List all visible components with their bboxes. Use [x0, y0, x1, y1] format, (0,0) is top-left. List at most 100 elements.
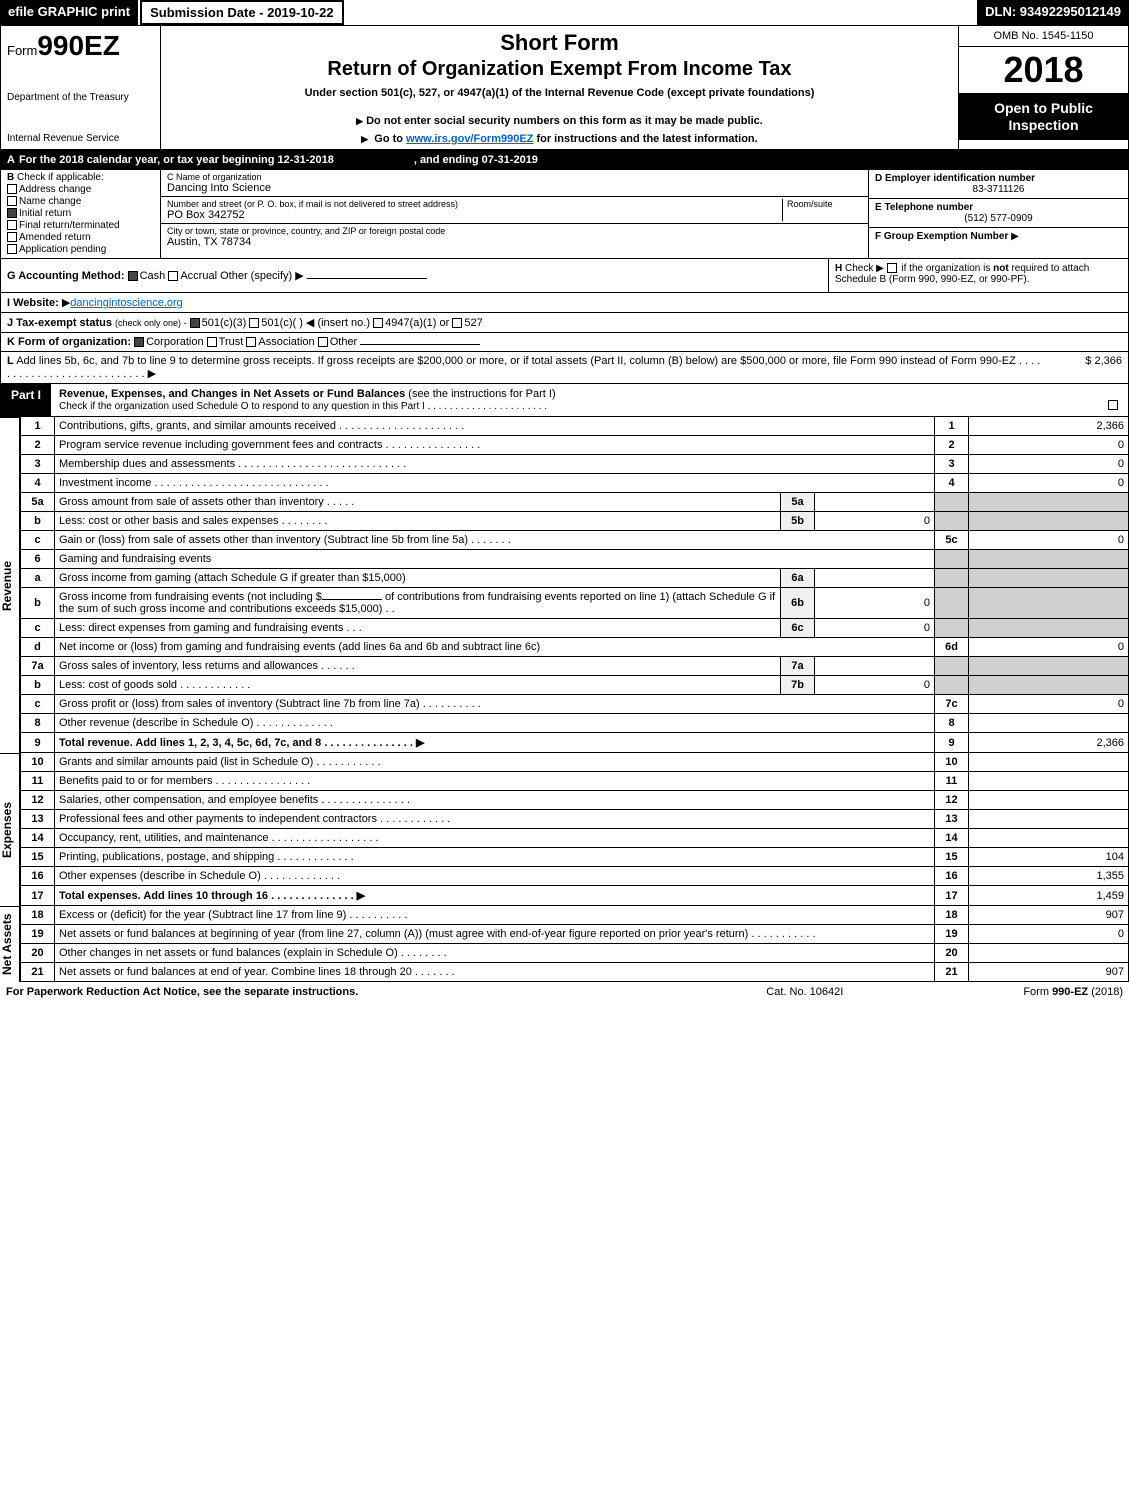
col-b: B Check if applicable: Address change Na…: [1, 170, 161, 258]
opt-address-change: Address change: [19, 184, 91, 195]
col-d: D Employer identification number 83-3711…: [868, 170, 1128, 258]
checkbox-app-pending[interactable]: [7, 244, 17, 254]
k-label: K Form of organization:: [7, 336, 131, 348]
row-l: L Add lines 5b, 6c, and 7b to line 9 to …: [0, 352, 1129, 384]
checkbox-amended-return[interactable]: [7, 232, 17, 242]
ln15-num: 15: [21, 848, 55, 867]
footer-center: Cat. No. 10642I: [766, 986, 843, 998]
checkbox-trust[interactable]: [207, 337, 217, 347]
ln6c-subval: 0: [815, 619, 935, 638]
ln5b-shade1: [935, 512, 969, 531]
ln7c-desc: Gross profit or (loss) from sales of inv…: [55, 695, 935, 714]
checkbox-501c3[interactable]: [190, 318, 200, 328]
opt-initial-return: Initial return: [19, 208, 71, 219]
l-label: L: [7, 355, 14, 367]
ln3-num: 3: [21, 455, 55, 474]
ln6c-shade1: [935, 619, 969, 638]
checkbox-accrual[interactable]: [168, 271, 178, 281]
ln7a-sub: 7a: [781, 657, 815, 676]
checkbox-corp[interactable]: [134, 337, 144, 347]
ln6b-blank[interactable]: [322, 599, 382, 600]
cell-city: City or town, state or province, country…: [161, 224, 868, 250]
ln6a-subval: [815, 569, 935, 588]
ln5a-shade2: [969, 493, 1129, 512]
ln5c-desc: Gain or (loss) from sale of assets other…: [55, 531, 935, 550]
ln6a-sub: 6a: [781, 569, 815, 588]
checkbox-address-change[interactable]: [7, 184, 17, 194]
ln7a-shade2: [969, 657, 1129, 676]
ln4-ln: 4: [935, 474, 969, 493]
ln19-desc: Net assets or fund balances at beginning…: [55, 925, 935, 944]
group-arrow: ▶: [1011, 231, 1019, 242]
row-h: H Check ▶ if the organization is not req…: [828, 259, 1128, 292]
ln3-ln: 3: [935, 455, 969, 474]
ln10-desc: Grants and similar amounts paid (list in…: [55, 753, 935, 772]
checkbox-other-org[interactable]: [318, 337, 328, 347]
other-specify-input[interactable]: [307, 278, 427, 279]
opt-assoc: Association: [258, 336, 314, 348]
opt-cash: Cash: [140, 270, 166, 282]
ln21-val: 907: [969, 963, 1129, 982]
checkbox-4947[interactable]: [373, 318, 383, 328]
footer-right-form: 990-EZ: [1052, 986, 1088, 998]
dept-treasury: Department of the Treasury: [7, 92, 154, 103]
ln16-desc: Other expenses (describe in Schedule O) …: [55, 867, 935, 886]
revenue-section: Revenue 1Contributions, gifts, grants, a…: [0, 417, 1129, 753]
opt-amended-return: Amended return: [19, 232, 91, 243]
goto-link[interactable]: www.irs.gov/Form990EZ: [406, 133, 533, 145]
ln6b-desc1: Gross income from fundraising events (no…: [59, 591, 322, 603]
form-number: 990EZ: [37, 30, 120, 61]
checkbox-501c[interactable]: [249, 318, 259, 328]
ln21-ln: 21: [935, 963, 969, 982]
ln6c-num: c: [21, 619, 55, 638]
expenses-section: Expenses 10Grants and similar amounts pa…: [0, 753, 1129, 906]
ln10-ln: 10: [935, 753, 969, 772]
checkbox-527[interactable]: [452, 318, 462, 328]
form-990ez-page: efile GRAPHIC print Submission Date - 20…: [0, 0, 1129, 1002]
addr: PO Box 342752: [167, 209, 782, 221]
opt-corp: Corporation: [146, 336, 203, 348]
ln6d-ln: 6d: [935, 638, 969, 657]
other-org-input[interactable]: [360, 344, 480, 345]
row-i: I Website: ▶dancingintoscience.org: [0, 293, 1129, 313]
ln6c-sub: 6c: [781, 619, 815, 638]
ln5a-subval: [815, 493, 935, 512]
opt-527: 527: [464, 317, 482, 329]
ln6-desc: Gaming and fundraising events: [55, 550, 935, 569]
ln6b-shade2: [969, 588, 1129, 619]
ln11-desc: Benefits paid to or for members . . . . …: [55, 772, 935, 791]
ln6b-shade1: [935, 588, 969, 619]
footer-left: For Paperwork Reduction Act Notice, see …: [6, 986, 766, 998]
opt-accrual: Accrual: [180, 270, 217, 282]
ln16-num: 16: [21, 867, 55, 886]
l-amount: $ 2,366: [1042, 355, 1122, 380]
ln18-val: 907: [969, 906, 1129, 925]
irs-label: Internal Revenue Service: [7, 133, 154, 144]
ln17-val: 1,459: [969, 886, 1129, 906]
website-link[interactable]: dancingintoscience.org: [70, 297, 183, 309]
ln6a-shade1: [935, 569, 969, 588]
checkbox-name-change[interactable]: [7, 196, 17, 206]
checkbox-cash[interactable]: [128, 271, 138, 281]
ln5c-ln: 5c: [935, 531, 969, 550]
checkbox-h[interactable]: [887, 263, 897, 273]
ln13-val: [969, 810, 1129, 829]
ln7c-ln: 7c: [935, 695, 969, 714]
ln17-desc: Total expenses. Add lines 10 through 16 …: [55, 886, 935, 906]
under-section: Under section 501(c), 527, or 4947(a)(1)…: [169, 87, 950, 99]
checkbox-assoc[interactable]: [246, 337, 256, 347]
ln6b-subval: 0: [815, 588, 935, 619]
ln3-desc: Membership dues and assessments . . . . …: [55, 455, 935, 474]
checkbox-initial-return[interactable]: [7, 208, 17, 218]
ln2-ln: 2: [935, 436, 969, 455]
ln7c-val: 0: [969, 695, 1129, 714]
ln11-ln: 11: [935, 772, 969, 791]
l-text: Add lines 5b, 6c, and 7b to line 9 to de…: [16, 355, 1016, 367]
checkbox-final-return[interactable]: [7, 220, 17, 230]
ln11-val: [969, 772, 1129, 791]
ln1-val: 2,366: [969, 417, 1129, 436]
ln14-num: 14: [21, 829, 55, 848]
ln2-num: 2: [21, 436, 55, 455]
opt-name-change: Name change: [19, 196, 81, 207]
checkbox-schedule-o[interactable]: [1108, 400, 1118, 410]
